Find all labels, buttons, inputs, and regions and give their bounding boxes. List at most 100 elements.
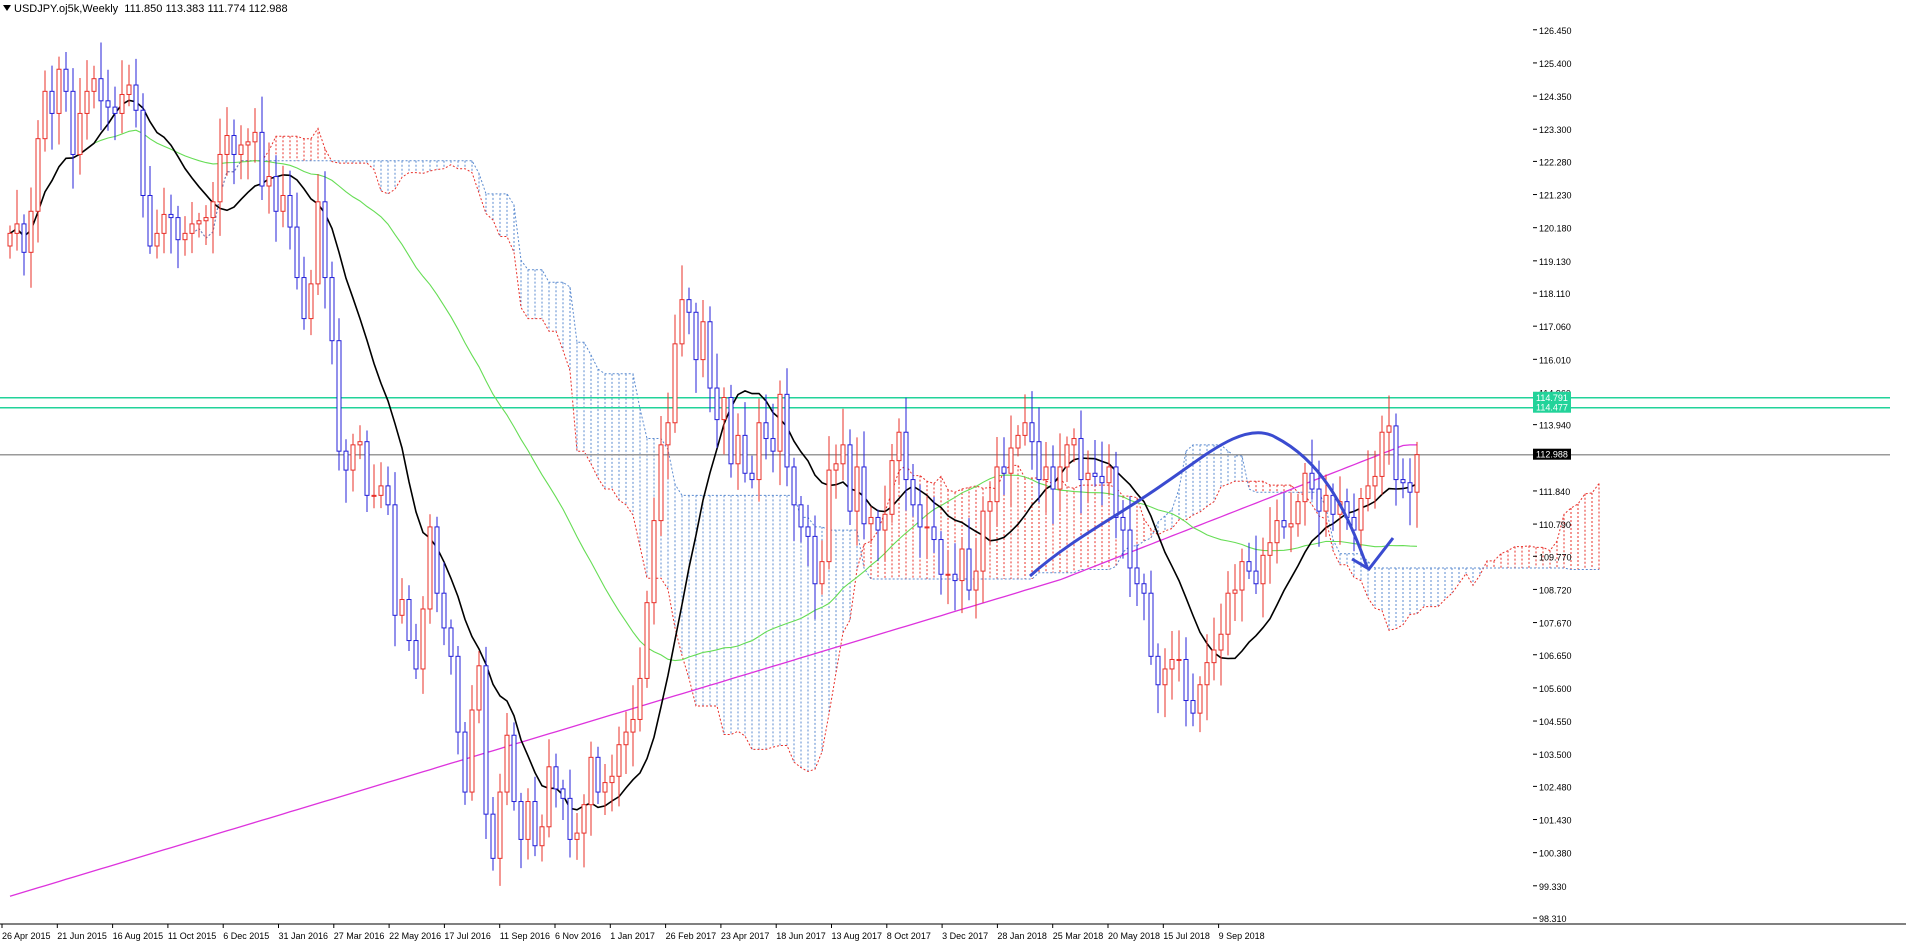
candle <box>1162 648 1168 718</box>
candle-body <box>861 466 867 525</box>
candle <box>252 108 258 163</box>
candle <box>315 174 321 296</box>
candle <box>1071 428 1077 463</box>
dropdown-triangle-icon[interactable] <box>3 5 11 11</box>
candle-body <box>1204 662 1210 686</box>
candle-body <box>938 539 944 575</box>
candle <box>98 42 104 131</box>
ohlc-values: 111.850 113.383 111.774 112.988 <box>124 3 288 15</box>
y-tick-label: 110.790 <box>1539 520 1571 530</box>
candle <box>1022 394 1028 446</box>
price-tag-label: 114.791 <box>1536 393 1568 403</box>
moving-averages <box>9 99 1418 897</box>
candle-body <box>238 144 244 155</box>
y-tick-label: 103.500 <box>1539 750 1572 760</box>
candle <box>1379 415 1385 495</box>
candle-body <box>931 526 937 541</box>
candle <box>819 540 825 595</box>
candle-body <box>791 466 797 506</box>
candle-body <box>1099 475 1105 484</box>
candle-body <box>357 441 363 446</box>
candle <box>77 77 83 175</box>
candle-body <box>42 90 48 140</box>
candle <box>1078 410 1084 514</box>
candle <box>1141 573 1147 621</box>
candle-body <box>189 223 195 234</box>
candle <box>882 485 888 560</box>
candle <box>406 585 412 651</box>
candle-body <box>35 138 41 212</box>
candle-body <box>1267 542 1273 556</box>
candle-body <box>287 194 293 228</box>
candle <box>532 776 538 857</box>
candle-body <box>1092 472 1098 477</box>
candle <box>987 481 993 546</box>
candle <box>1351 493 1357 552</box>
candle <box>1218 603 1224 686</box>
ma-magenta-line <box>9 444 1417 897</box>
candle-body <box>1274 520 1280 544</box>
candle-body <box>91 78 97 92</box>
price-tag-label: 114.477 <box>1536 403 1568 413</box>
timeframe-label: Weekly <box>82 3 119 15</box>
candle-body <box>1127 529 1133 569</box>
candle-body <box>483 665 489 815</box>
candle <box>1323 474 1329 537</box>
candle <box>273 155 279 242</box>
candle-body <box>343 450 349 471</box>
x-tick-label: 26 Apr 2015 <box>2 931 51 941</box>
candle-body <box>1015 434 1021 449</box>
y-tick-label: 106.650 <box>1539 651 1572 661</box>
candle <box>644 590 650 688</box>
y-tick-label: 123.300 <box>1539 125 1572 135</box>
candle-body <box>819 561 825 585</box>
y-tick-label: 120.180 <box>1539 224 1572 234</box>
candle <box>413 623 419 680</box>
candle-body <box>560 788 566 799</box>
candle <box>371 464 377 509</box>
candle-body <box>308 283 314 320</box>
candle <box>952 543 958 611</box>
candle-body <box>833 463 839 471</box>
candle <box>210 181 216 254</box>
x-tick-label: 16 Aug 2015 <box>113 931 164 941</box>
candle-body <box>665 422 671 446</box>
candle-body <box>1190 700 1196 714</box>
candle <box>735 413 741 490</box>
candle <box>1064 436 1070 483</box>
candle-body <box>805 526 811 537</box>
candle <box>931 497 937 554</box>
candle-body <box>224 135 230 155</box>
candle-body <box>693 311 699 361</box>
candle-body <box>910 479 916 506</box>
candle-body <box>1036 441 1042 481</box>
candle <box>154 209 160 259</box>
candle <box>616 726 622 807</box>
x-tick-label: 11 Sep 2016 <box>500 931 550 941</box>
candle-body <box>826 469 832 563</box>
price-tag-bg <box>1533 448 1571 460</box>
candle-body <box>266 176 272 187</box>
candle <box>105 69 111 131</box>
candle <box>1295 493 1301 537</box>
candle <box>455 645 461 755</box>
candle-body <box>637 677 643 720</box>
candle <box>546 739 552 838</box>
candle <box>588 741 594 836</box>
candle-body <box>105 100 111 108</box>
candle <box>49 65 55 150</box>
candle-body <box>518 801 524 840</box>
candle-body <box>1407 482 1413 493</box>
candle <box>133 58 139 128</box>
candle-body <box>903 431 909 481</box>
candle <box>245 128 251 180</box>
y-tick-label: 100.380 <box>1539 849 1572 859</box>
candle <box>1099 441 1105 506</box>
candle-body <box>392 504 398 616</box>
candle <box>294 192 300 290</box>
candle <box>1015 425 1021 457</box>
candle <box>84 60 90 140</box>
